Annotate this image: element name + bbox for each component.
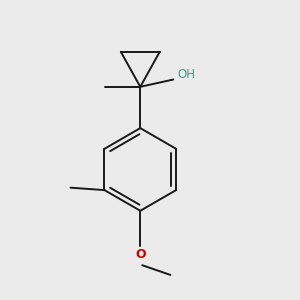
Text: OH: OH: [177, 68, 195, 81]
Text: O: O: [135, 248, 146, 261]
